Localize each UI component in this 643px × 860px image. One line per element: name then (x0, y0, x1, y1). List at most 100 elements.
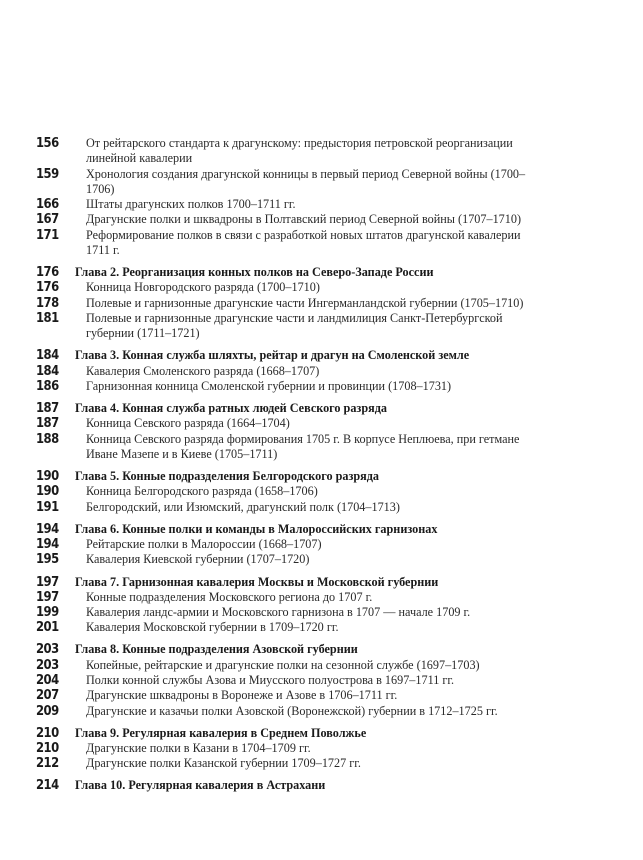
toc-entry: 178 Полевые и гарнизонные драгунские част… (0, 294, 643, 311)
entry-title: Драгунские полки и шквадроны в Полтавски… (86, 212, 522, 227)
toc-section: 156 От рейтарского стандарта к драгунском… (0, 135, 643, 259)
toc-entry: 186 Гарнизонная конница Смоленской губерн… (0, 378, 643, 395)
chapter-title: Глава 4. Конная служба ратных людей Севс… (75, 401, 387, 416)
toc-section: 203 Глава 8. Конные подразделения Азовско… (0, 641, 643, 719)
page-number: 181 (36, 310, 59, 327)
page-number: 190 (36, 468, 59, 485)
toc-section: 187 Глава 4. Конная служба ратных людей С… (0, 400, 643, 463)
page-number: 184 (36, 347, 59, 364)
page-number: 197 (36, 573, 59, 590)
page-number: 156 (36, 135, 59, 151)
toc-chapter-heading: 187 Глава 4. Конная служба ратных людей С… (0, 400, 643, 416)
toc-entry: 197 Конные подразделения Московского реги… (0, 588, 643, 605)
toc-entry: 207 Драгунские шквадроны в Воронеже и Азо… (0, 687, 643, 704)
toc-entry: 181 Полевые и гарнизонные драгунские част… (0, 310, 643, 342)
entry-title: Конница Новгородского разряда (1700–1710… (86, 280, 320, 295)
toc-entry: 199 Кавалерия ландс-армии и Московского г… (0, 604, 643, 621)
toc-section: 197 Глава 7. Гарнизонная кавалерия Москвы… (0, 573, 643, 636)
toc-entry: 159 Хронология создания драгунской конниц… (0, 165, 643, 198)
entry-title: Копейные, рейтарские и драгунские полки … (86, 657, 480, 672)
page-number: 194 (36, 520, 59, 537)
toc-entry: 195 Кавалерия Киевской губернии (1707–172… (0, 551, 643, 568)
toc-entry: 212 Драгунские полки Казанской губернии 1… (0, 755, 643, 772)
entry-title: Конные подразделения Московского региона… (86, 589, 373, 604)
entry-title: Гарнизонная конница Смоленской губернии … (86, 379, 452, 394)
entry-title: Хронология создания драгунской конницы в… (86, 166, 526, 196)
entry-title: Конница Севского разряда (1664–1704) (86, 416, 290, 431)
page-number: 187 (36, 415, 59, 432)
toc-chapter-heading: 214 Глава 10. Регулярная кавалерия в Астр… (0, 777, 643, 794)
entry-title: Рейтарские полки в Малороссии (1668–1707… (86, 537, 322, 552)
page-number: 176 (36, 279, 59, 296)
toc-chapter-heading: 190 Глава 5. Конные подразделения Белгоро… (0, 468, 643, 485)
entry-title: Драгунские полки в Казани в 1704–1709 гг… (86, 741, 311, 756)
entry-title: Конница Севского разряда формирования 17… (86, 431, 520, 462)
page-number: 199 (36, 604, 59, 621)
toc-chapter-heading: 210 Глава 9. Регулярная кавалерия в Средн… (0, 724, 643, 741)
toc-entry: 188 Конница Севского разряда формирования… (0, 430, 643, 463)
chapter-title: Глава 2. Реорганизация конных полков на … (75, 265, 434, 280)
toc-entry: 201 Кавалерия Московской губернии в 1709–… (0, 619, 643, 636)
page-number: 203 (36, 656, 59, 673)
toc-entry: 209 Драгунские и казачьи полки Азовской (… (0, 703, 643, 719)
chapter-title: Глава 9. Регулярная кавалерия в Среднем … (75, 725, 367, 740)
toc-entry: 171 Реформирование полков в связи с разра… (0, 226, 643, 259)
toc-entry: 184 Кавалерия Смоленского разряда (1668–1… (0, 362, 643, 379)
toc-chapter-heading: 176 Глава 2. Реорганизация конных полков … (0, 264, 643, 280)
entry-title: Реформирование полков в связи с разработ… (86, 227, 521, 258)
toc-chapter-heading: 184 Глава 3. Конная служба шляхты, рейтар… (0, 347, 643, 364)
chapter-title: Глава 10. Регулярная кавалерия в Астраха… (75, 778, 326, 793)
page-number: 186 (36, 378, 59, 395)
page-number: 191 (36, 498, 59, 515)
entry-title: Полевые и гарнизонные драгунские части И… (86, 295, 524, 310)
page-number: 207 (36, 687, 59, 704)
page-number: 194 (36, 536, 59, 553)
page-number: 197 (36, 588, 59, 605)
entry-title: Кавалерия ландс-армии и Московского гарн… (86, 605, 471, 620)
chapter-title: Глава 6. Конные полки и команды в Малоро… (75, 521, 438, 536)
chapter-title: Глава 7. Гарнизонная кавалерия Москвы и … (75, 574, 439, 589)
toc-chapter-heading: 194 Глава 6. Конные полки и команды в Мал… (0, 520, 643, 537)
page-number: 204 (36, 672, 59, 689)
page-number: 210 (36, 740, 59, 757)
page-number: 188 (36, 430, 59, 447)
entry-title: Драгунские полки Казанской губернии 1709… (86, 756, 361, 771)
toc-entry: 204 Полки конной службы Азова и Миусского… (0, 672, 643, 689)
toc-section: 176 Глава 2. Реорганизация конных полков … (0, 264, 643, 342)
page-number: 159 (36, 165, 59, 182)
toc-section: 190 Глава 5. Конные подразделения Белгоро… (0, 468, 643, 515)
entry-title: Конница Белгородского разряда (1658–1706… (86, 484, 318, 499)
entry-title: Кавалерия Московской губернии в 1709–172… (86, 620, 339, 635)
entry-title: Драгунские шквадроны в Воронеже и Азове … (86, 688, 398, 703)
toc-section: 184 Глава 3. Конная служба шляхты, рейтар… (0, 348, 643, 394)
entry-title: Кавалерия Киевской губернии (1707–1720) (86, 552, 310, 567)
toc-section: 210 Глава 9. Регулярная кавалерия в Средн… (0, 724, 643, 772)
toc-chapter-heading: 203 Глава 8. Конные подразделения Азовско… (0, 641, 643, 658)
page-number: 210 (36, 724, 59, 741)
page-number: 195 (36, 551, 59, 568)
chapter-title: Глава 8. Конные подразделения Азовской г… (75, 642, 358, 657)
entry-title: Полки конной службы Азова и Миусского по… (86, 673, 455, 688)
chapter-title: Глава 3. Конная служба шляхты, рейтар и … (75, 348, 470, 363)
entry-title: От рейтарского стандарта к драгунскому: … (86, 136, 513, 166)
entry-title: Кавалерия Смоленского разряда (1668–1707… (86, 363, 320, 378)
chapter-title: Глава 5. Конные подразделения Белгородск… (75, 469, 379, 484)
toc-entry: 190 Конница Белгородского разряда (1658–1… (0, 484, 643, 500)
page-number: 178 (36, 294, 59, 311)
toc-entry: 203 Копейные, рейтарские и драгунские пол… (0, 656, 643, 673)
toc-entry: 167 Драгунские полки и шквадроны в Полтав… (0, 211, 643, 228)
toc-section: 214 Глава 10. Регулярная кавалерия в Астр… (0, 777, 643, 794)
page-number: 212 (36, 755, 59, 772)
toc-section: 194 Глава 6. Конные полки и команды в Мал… (0, 520, 643, 568)
table-of-contents: 156 От рейтарского стандарта к драгунском… (0, 135, 643, 794)
page-number: 184 (36, 362, 59, 379)
page-number: 214 (36, 777, 59, 794)
toc-chapter-heading: 197 Глава 7. Гарнизонная кавалерия Москвы… (0, 573, 643, 590)
page-number: 201 (36, 619, 59, 636)
page-number: 203 (36, 641, 59, 658)
page-number: 167 (36, 211, 59, 228)
page-number: 171 (36, 226, 59, 243)
toc-entry: 176 Конница Новгородского разряда (1700–1… (0, 279, 643, 296)
toc-entry: 194 Рейтарские полки в Малороссии (1668–1… (0, 536, 643, 553)
entry-title: Белгородский, или Изюмский, драгунский п… (86, 499, 400, 514)
